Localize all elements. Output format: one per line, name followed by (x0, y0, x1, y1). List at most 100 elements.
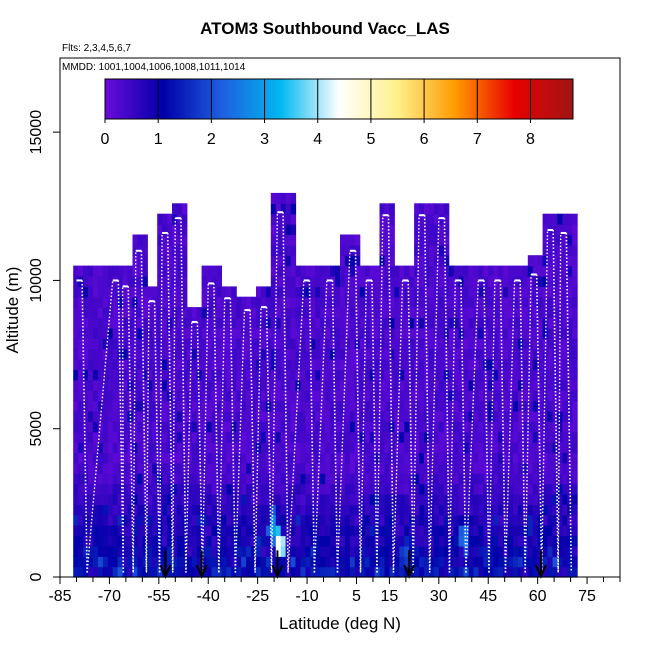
heatmap-cell (344, 431, 351, 443)
heatmap-cell (122, 359, 129, 370)
heatmap-cell (493, 296, 499, 308)
heatmap-cell (107, 307, 114, 319)
heatmap-cell (503, 307, 509, 319)
x-tick-label: 15 (381, 588, 399, 605)
heatmap-cell (325, 369, 331, 381)
heatmap-cell (389, 535, 395, 547)
heatmap-cell (503, 452, 509, 464)
heatmap-cell (191, 421, 198, 433)
heatmap-cell (137, 379, 143, 391)
heatmap-cell (295, 566, 301, 578)
heatmap-cell (448, 379, 455, 391)
heatmap-cell (320, 462, 326, 474)
heatmap-cell (527, 566, 534, 578)
heatmap-cell (443, 462, 450, 474)
heatmap-cell (137, 462, 143, 474)
heatmap-cell (102, 327, 109, 339)
heatmap-cell (453, 525, 460, 537)
heatmap-cell (443, 525, 450, 537)
heatmap-cell (473, 525, 479, 537)
heatmap-cell (522, 327, 529, 339)
heatmap-cell (483, 494, 489, 505)
heatmap-cell (542, 307, 549, 319)
heatmap-cell (137, 338, 143, 350)
heatmap-cell (414, 431, 420, 443)
heatmap-cell (290, 369, 297, 381)
heatmap-cell (503, 296, 509, 308)
heatmap-cell (172, 462, 178, 474)
heatmap-cell (280, 255, 287, 267)
heatmap-cell (236, 400, 242, 412)
heatmap-cell (458, 421, 465, 433)
heatmap-cell (107, 296, 114, 308)
heatmap-cell (399, 535, 405, 547)
heatmap-cell (389, 369, 395, 381)
heatmap-cell (443, 286, 450, 298)
heatmap-cell (102, 348, 109, 360)
heatmap-cell (359, 296, 366, 308)
heatmap-cell (83, 307, 89, 319)
heatmap-cell (547, 286, 553, 298)
heatmap-cell (364, 566, 371, 578)
heatmap-cell (384, 462, 390, 474)
heatmap-cell (122, 400, 129, 412)
heatmap-cell (231, 514, 237, 526)
heatmap-cell (181, 535, 188, 547)
heatmap-cell (260, 348, 267, 360)
heatmap-cell (246, 545, 252, 557)
heatmap-cell (181, 400, 188, 412)
heatmap-cell (167, 400, 173, 412)
heatmap-cell (231, 545, 237, 557)
heatmap-cell (567, 545, 573, 557)
down-arrow-head (403, 564, 416, 579)
heatmap-cell (236, 442, 242, 454)
heatmap-cell (300, 514, 306, 526)
heatmap-cell (552, 556, 558, 568)
heatmap-cell (483, 276, 489, 287)
heatmap-cell (537, 338, 544, 350)
heatmap-cell (567, 276, 573, 287)
heatmap-cell (275, 307, 282, 319)
heatmap-cell (389, 286, 395, 298)
heatmap-cell (191, 390, 198, 402)
heatmap-cell (285, 234, 292, 246)
heatmap-cell (300, 535, 306, 547)
heatmap-cell (562, 348, 568, 360)
heatmap-cell (256, 514, 262, 526)
heatmap-cell (374, 338, 381, 350)
heatmap-cell (572, 265, 578, 277)
heatmap-cell (196, 307, 203, 319)
heatmap-cell (157, 410, 163, 422)
heatmap-cell (275, 473, 282, 485)
heatmap-cell (211, 525, 217, 537)
heatmap-cell (280, 431, 287, 443)
heatmap-cell (364, 483, 371, 495)
heatmap-cell (295, 369, 301, 381)
heatmap-cell (478, 369, 484, 381)
heatmap-cell (409, 276, 415, 287)
heatmap-cell (107, 286, 114, 298)
heatmap-cell (270, 431, 277, 443)
heatmap-cell (488, 317, 494, 329)
heatmap-cell (349, 379, 356, 391)
heatmap-cell (344, 545, 351, 557)
heatmap-cell (78, 442, 84, 454)
heatmap-cell (320, 545, 326, 557)
heatmap-cell (419, 494, 425, 505)
heatmap-cell (458, 514, 465, 526)
heatmap-cell (236, 379, 242, 391)
heatmap-cell (157, 327, 163, 339)
heatmap-cell (102, 494, 109, 505)
heatmap-cell (468, 338, 474, 350)
heatmap-cell (473, 514, 479, 526)
heatmap-cell (557, 421, 563, 433)
heatmap-cell (83, 265, 89, 277)
heatmap-cell (483, 473, 489, 485)
heatmap-cell (127, 265, 133, 277)
colorbar-tick-label: 5 (366, 131, 375, 148)
heatmap-cell (468, 545, 474, 557)
heatmap-cell (527, 421, 534, 433)
heatmap-cell (483, 442, 489, 454)
heatmap-cell (290, 483, 297, 495)
heatmap-cell (295, 494, 301, 505)
